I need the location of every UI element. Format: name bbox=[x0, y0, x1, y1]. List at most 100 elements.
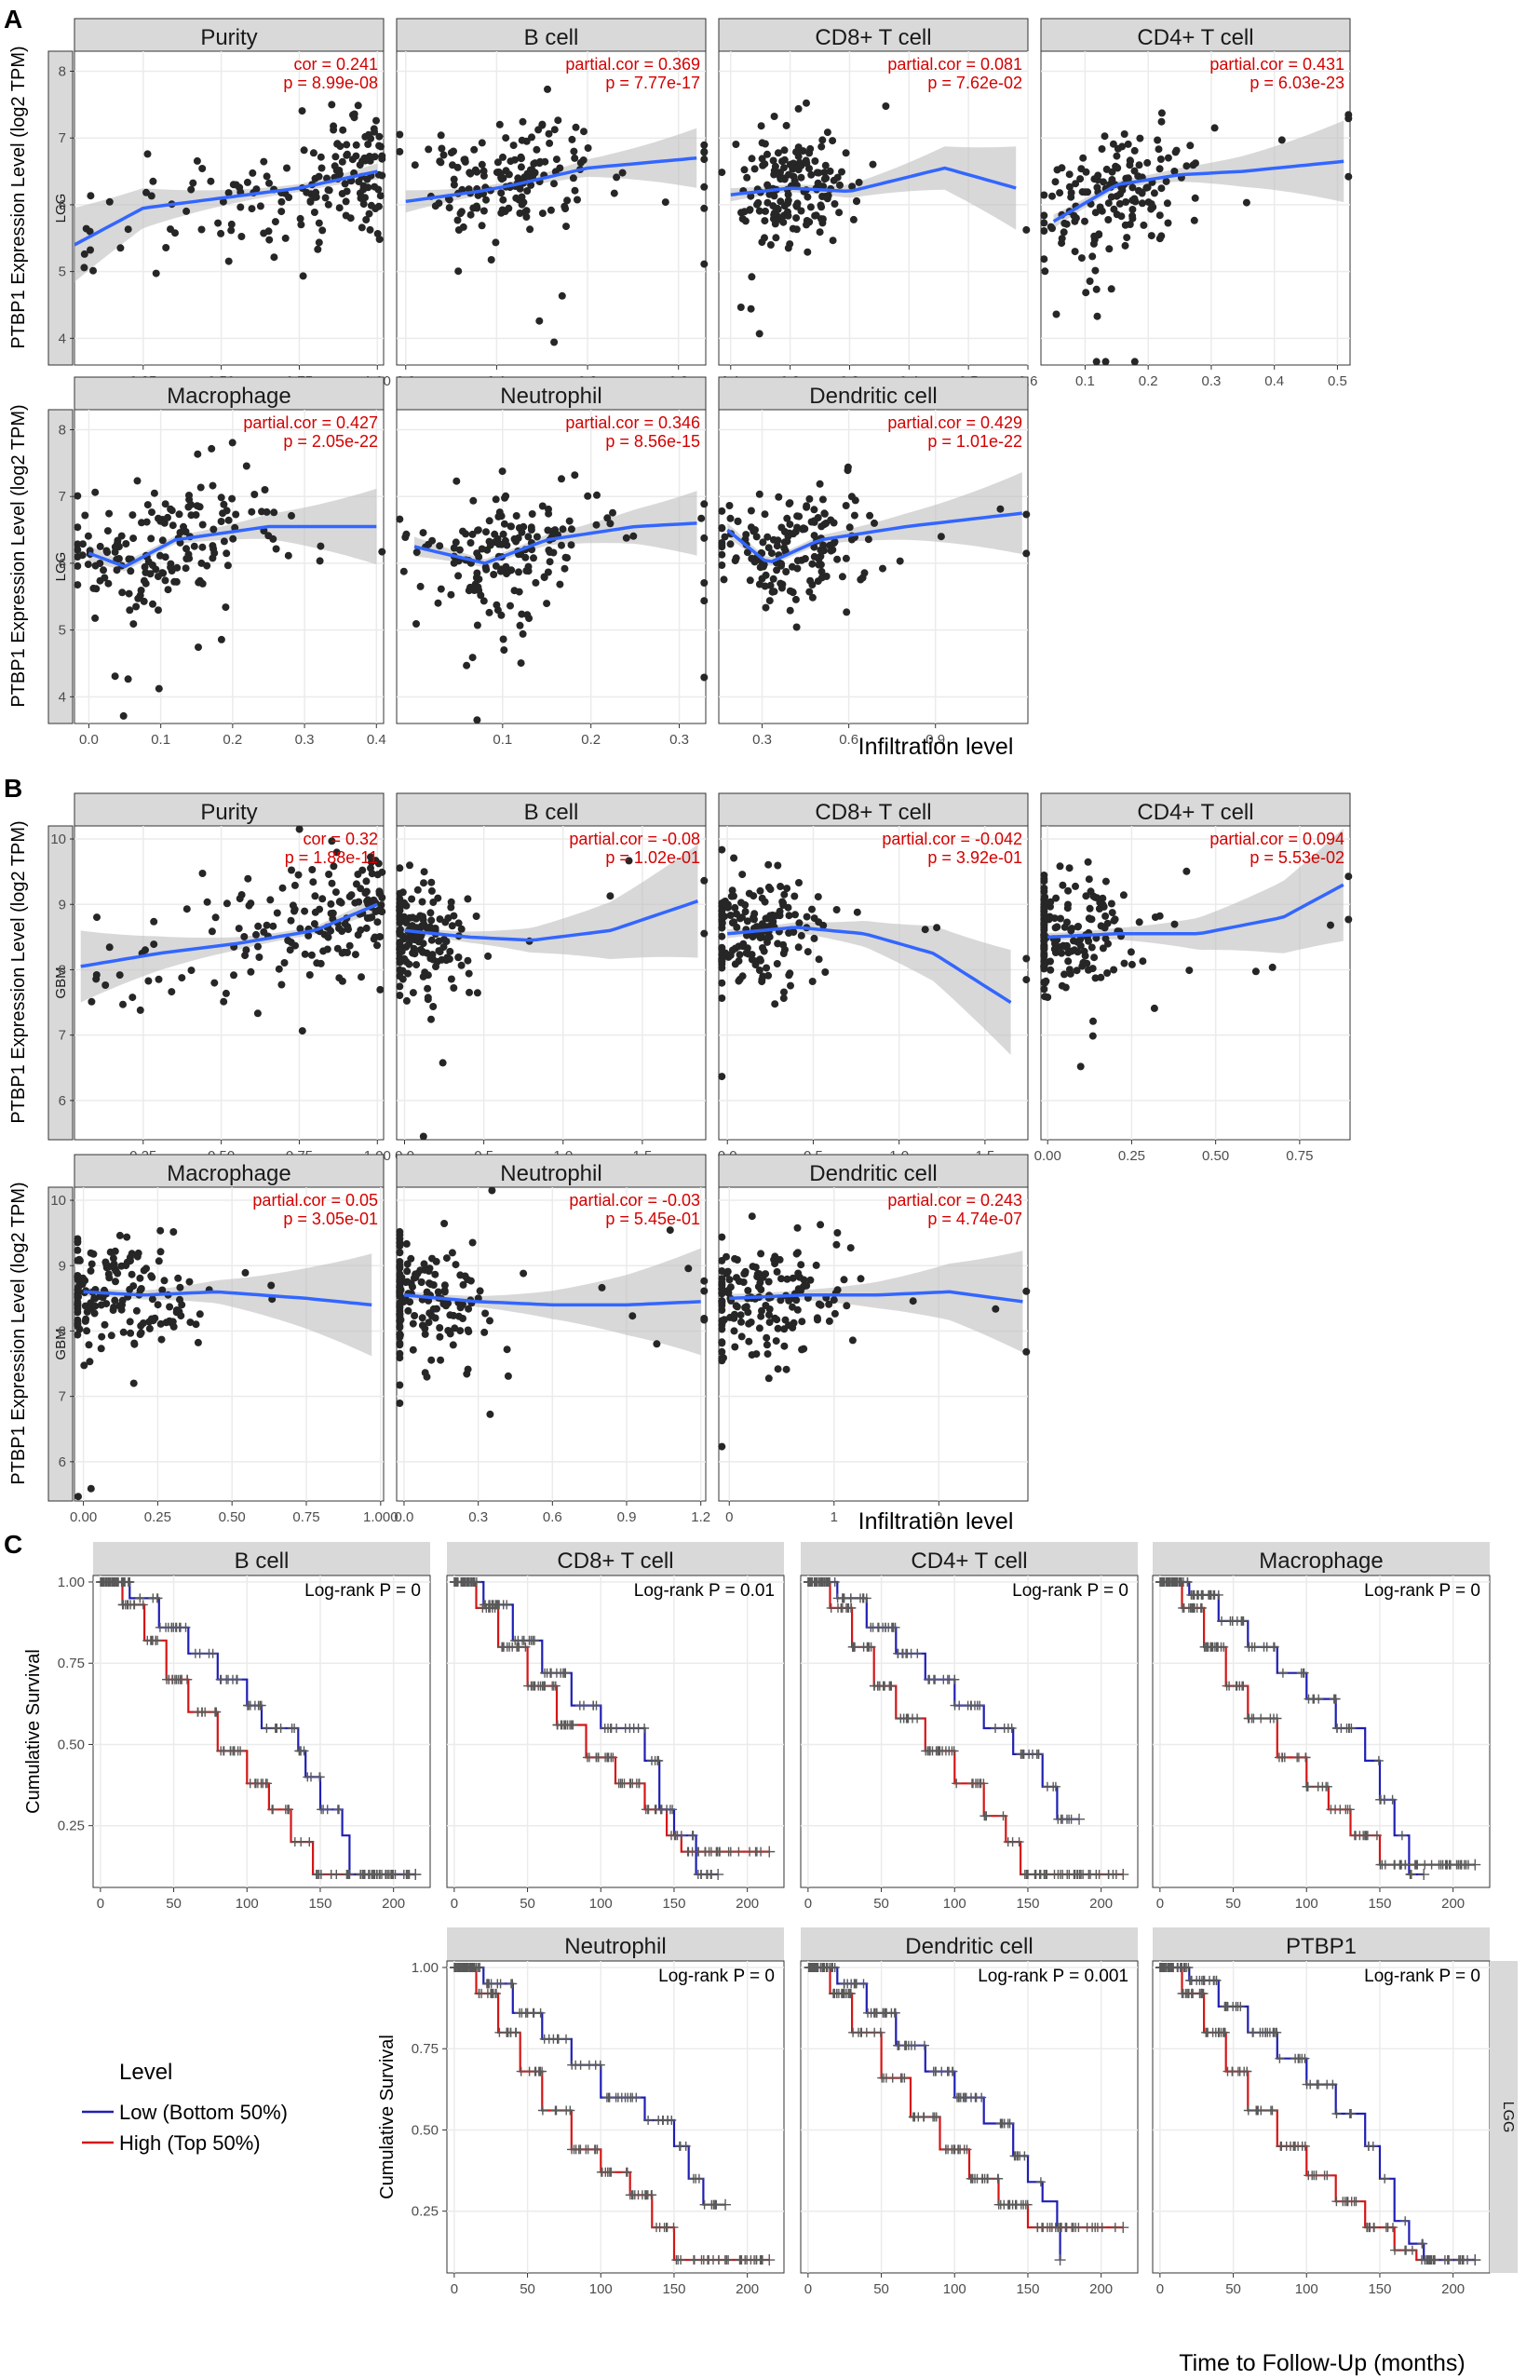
correlation-label: partial.cor = -0.08 bbox=[569, 830, 700, 848]
censor-mark bbox=[940, 1746, 951, 1756]
data-point bbox=[758, 238, 766, 247]
data-point bbox=[829, 137, 837, 145]
data-point bbox=[91, 1302, 100, 1310]
x-tick-label: 200 bbox=[736, 2281, 759, 2297]
data-point bbox=[354, 871, 362, 878]
data-point bbox=[842, 502, 850, 509]
panel-label-b: B bbox=[4, 774, 22, 803]
data-point bbox=[783, 1275, 791, 1283]
x-tick-label: 0.2 bbox=[1139, 373, 1158, 389]
data-point bbox=[774, 1324, 782, 1332]
censor-mark bbox=[96, 1577, 106, 1587]
data-point bbox=[921, 926, 929, 934]
data-point bbox=[1040, 191, 1048, 199]
data-point bbox=[396, 1231, 404, 1239]
data-point bbox=[421, 1369, 429, 1377]
data-point bbox=[761, 510, 769, 519]
data-point bbox=[790, 928, 798, 936]
data-point bbox=[315, 172, 323, 181]
data-point bbox=[728, 886, 736, 895]
data-point bbox=[406, 1298, 414, 1306]
censor-mark bbox=[1074, 1813, 1086, 1825]
facet-title: B cell bbox=[524, 25, 579, 50]
data-point bbox=[514, 534, 522, 542]
data-point bbox=[1082, 892, 1090, 900]
correlation-label: partial.cor = 0.05 bbox=[252, 1191, 378, 1210]
data-point bbox=[185, 1278, 194, 1286]
data-point bbox=[786, 160, 794, 169]
data-point bbox=[340, 948, 348, 956]
data-point bbox=[728, 919, 736, 926]
data-point bbox=[1040, 877, 1048, 886]
data-point bbox=[815, 955, 823, 964]
data-point bbox=[169, 521, 177, 530]
x-tick-label: 0.9 bbox=[925, 732, 945, 748]
x-tick-label: 0.75 bbox=[1286, 1148, 1313, 1164]
data-point bbox=[500, 520, 508, 528]
censor-mark bbox=[898, 1648, 908, 1658]
data-point bbox=[248, 205, 256, 213]
data-point bbox=[1099, 944, 1107, 953]
data-point bbox=[730, 1327, 738, 1335]
data-point bbox=[408, 895, 416, 903]
censor-mark bbox=[537, 2105, 547, 2116]
data-point bbox=[117, 532, 126, 540]
data-point bbox=[1139, 957, 1147, 966]
data-point bbox=[821, 161, 830, 169]
y-axis-title: PTBP1 Expression Level (log2 TPM) bbox=[8, 404, 29, 707]
data-point bbox=[609, 508, 616, 517]
censor-mark bbox=[1303, 1781, 1313, 1792]
data-point bbox=[148, 508, 155, 517]
data-point bbox=[265, 179, 273, 187]
p-value-label: p = 1.88e-11 bbox=[285, 848, 378, 867]
data-point bbox=[741, 217, 750, 225]
censor-mark bbox=[709, 2255, 718, 2265]
data-point bbox=[754, 198, 763, 207]
censor-mark bbox=[734, 1846, 744, 1857]
data-point bbox=[763, 964, 771, 972]
data-point bbox=[316, 557, 324, 565]
data-point bbox=[124, 675, 132, 683]
data-point bbox=[866, 511, 874, 520]
censor-mark bbox=[712, 1846, 723, 1857]
data-point bbox=[74, 1298, 82, 1306]
data-point bbox=[499, 196, 507, 204]
data-point bbox=[399, 975, 407, 983]
data-point bbox=[492, 238, 500, 247]
data-point bbox=[484, 952, 493, 960]
data-point bbox=[512, 194, 520, 202]
data-point bbox=[147, 192, 155, 200]
data-point bbox=[261, 486, 269, 494]
data-point bbox=[79, 540, 87, 548]
censor-mark bbox=[763, 2254, 776, 2266]
data-point bbox=[808, 560, 817, 568]
data-point bbox=[730, 892, 737, 900]
censor-mark bbox=[1277, 1668, 1288, 1678]
data-point bbox=[771, 162, 779, 170]
data-point bbox=[805, 588, 814, 596]
data-point bbox=[495, 120, 504, 128]
plot-area bbox=[396, 409, 707, 724]
data-point bbox=[194, 450, 202, 458]
data-point bbox=[527, 523, 535, 532]
data-point bbox=[1022, 225, 1031, 234]
data-point bbox=[396, 940, 404, 949]
data-point bbox=[436, 915, 444, 924]
data-point bbox=[176, 1295, 183, 1304]
data-point bbox=[277, 197, 286, 206]
data-point bbox=[757, 122, 765, 130]
x-tick-label: 0.75 bbox=[292, 1509, 319, 1525]
data-point bbox=[780, 890, 789, 899]
data-point bbox=[833, 1229, 842, 1237]
data-point bbox=[357, 926, 365, 934]
data-point bbox=[105, 197, 114, 206]
data-point bbox=[502, 562, 510, 571]
data-point bbox=[505, 204, 513, 212]
data-point bbox=[271, 218, 279, 226]
data-point bbox=[745, 889, 753, 898]
data-point bbox=[133, 477, 142, 485]
data-point bbox=[1124, 140, 1132, 148]
data-point bbox=[1091, 893, 1100, 901]
data-point bbox=[522, 567, 531, 575]
